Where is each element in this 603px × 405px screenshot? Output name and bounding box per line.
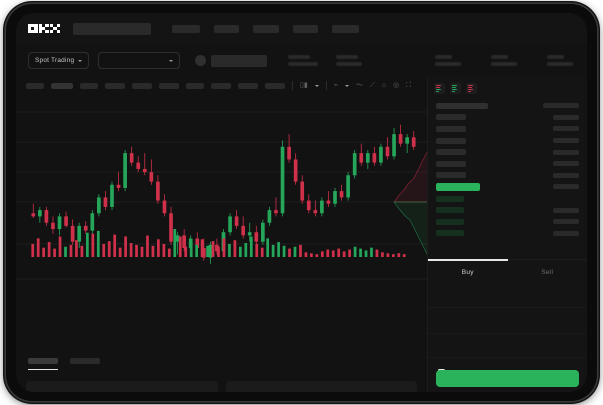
stat-2 [435, 55, 461, 66]
nav-item-0[interactable] [171, 24, 200, 33]
nav-item-1[interactable] [213, 24, 239, 33]
panel-orders[interactable] [26, 381, 218, 392]
order-form [428, 285, 587, 392]
orderbook-ask-row[interactable] [428, 112, 587, 124]
interval-btn-8[interactable] [238, 82, 258, 89]
chevron-down-icon [78, 59, 83, 62]
tab-sell-label: Sell [541, 269, 554, 276]
candlestick-icon[interactable]: ▯▮ [300, 82, 308, 89]
app-header [16, 13, 587, 44]
volume-series [31, 229, 406, 257]
trading-mode-selector[interactable]: Spot Trading [28, 52, 90, 69]
interval-btn-6[interactable] [186, 82, 204, 89]
trade-toolbar: Spot Trading [16, 44, 587, 77]
submit-order-button[interactable] [436, 370, 579, 387]
tab-sell[interactable]: Sell [508, 260, 588, 285]
search-input[interactable] [72, 22, 151, 35]
stat-0 [288, 55, 319, 66]
ruler-icon[interactable]: ⟋ [369, 82, 375, 89]
bottom-tabs [16, 354, 427, 374]
bottom-panels [16, 381, 427, 392]
stat-3 [491, 55, 517, 66]
device-frame: Spot Trading [6, 4, 597, 401]
form-divider-0 [428, 307, 587, 308]
candlestick-series [16, 111, 427, 280]
bids-only-icon[interactable] [450, 83, 461, 94]
logo-glyph-o [28, 23, 38, 34]
orderbook-sidebar: Buy Sell [427, 77, 587, 392]
indicator-icon[interactable]: ⌁ [333, 82, 338, 89]
chevron-down-icon [169, 59, 174, 62]
panel-positions[interactable] [225, 381, 417, 392]
interval-btn-2[interactable] [80, 82, 98, 89]
tab-buy-label: Buy [461, 269, 474, 276]
orderbook-ask-row[interactable] [428, 146, 587, 158]
pair-avatar-icon [195, 55, 207, 66]
form-divider-1 [428, 333, 587, 334]
nav-item-4[interactable] [331, 24, 359, 33]
camera-icon[interactable]: ⌂ [381, 82, 387, 89]
app-screen: Spot Trading [16, 13, 587, 392]
toolbar-divider [292, 81, 293, 90]
logo-glyph-x [50, 23, 60, 34]
interval-btn-9[interactable] [265, 82, 285, 89]
interval-btn-5[interactable] [159, 82, 179, 89]
stat-4 [547, 55, 573, 66]
orderbook-bid-row[interactable] [428, 216, 587, 228]
fullscreen-icon[interactable]: ⛶ [406, 82, 412, 89]
orderbook-header-row [428, 100, 587, 112]
interval-btn-0[interactable] [26, 82, 44, 89]
price-chart[interactable] [16, 94, 427, 294]
line-tool-icon[interactable]: 〜 [355, 82, 363, 89]
chart-toolbar: ▯▮ ⌁ 〜 ⟋ ⌂ ◎ ⛶ [16, 77, 427, 94]
orderbook-ask-row[interactable] [428, 158, 587, 170]
volume-chart [16, 223, 427, 261]
interval-btn-4[interactable] [132, 82, 152, 89]
okx-logo[interactable] [28, 23, 60, 34]
orderbook-spread-row[interactable] [428, 181, 587, 193]
logo-glyph-k [39, 23, 49, 34]
chevron-down-icon-2[interactable] [344, 84, 349, 87]
market-stats [288, 55, 363, 66]
nav-item-2[interactable] [252, 24, 279, 33]
asks-only-icon[interactable] [466, 83, 477, 94]
main-nav [171, 24, 359, 33]
trading-mode-label: Spot Trading [35, 57, 75, 64]
ticker-block[interactable] [195, 54, 268, 67]
orderbook-ask-row[interactable] [428, 170, 587, 182]
interval-btn-1[interactable] [51, 82, 73, 89]
chevron-down-icon[interactable] [314, 84, 319, 87]
tab-buy[interactable]: Buy [428, 259, 508, 285]
both-icon[interactable] [434, 83, 445, 94]
toolbar-divider-2 [325, 81, 327, 90]
stat-1 [336, 55, 363, 66]
orderbook-bid-row[interactable] [428, 193, 587, 205]
ticker-price [211, 54, 268, 67]
interval-btn-3[interactable] [105, 82, 125, 89]
orderbook-ask-row[interactable] [428, 123, 587, 135]
orderbook-ask-row[interactable] [428, 135, 587, 147]
pair-selector[interactable] [98, 52, 181, 69]
orderbook-bid-row[interactable] [428, 204, 587, 216]
active-tab-underline [28, 368, 58, 370]
bottom-tab-0[interactable] [28, 358, 58, 370]
order-side-tabs: Buy Sell [428, 259, 587, 285]
active-tab-indicator [428, 259, 508, 261]
nav-item-3[interactable] [292, 24, 318, 33]
orderbook-bid-row[interactable] [428, 228, 587, 240]
settings-icon[interactable]: ◎ [393, 82, 400, 89]
market-stats-right [435, 55, 573, 66]
orderbook-view-modes [428, 77, 587, 100]
interval-btn-7[interactable] [211, 82, 231, 89]
form-divider-2 [428, 357, 587, 358]
orderbook-rows[interactable] [428, 100, 587, 239]
bottom-tab-1[interactable] [70, 358, 100, 370]
